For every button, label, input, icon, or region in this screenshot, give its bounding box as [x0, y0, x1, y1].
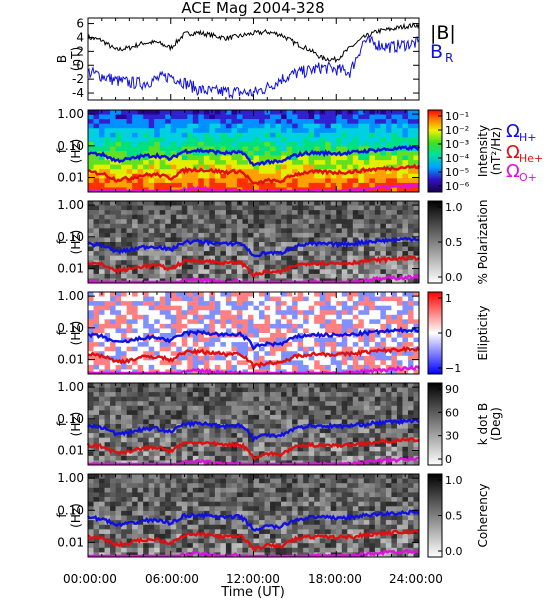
- x-axis-title: Time (UT): [220, 585, 285, 600]
- y-tick-label-b-6: 6: [76, 17, 84, 31]
- y-axis-unit-f-panel-2: (Hz): [69, 230, 83, 255]
- colorbar-tick-label-2-panel-2: 0.0: [445, 271, 463, 284]
- colorbar-tick-label-1-panel-3: 0: [445, 327, 452, 340]
- y-tick-label-f-1-panel-4: 0.10: [57, 412, 84, 426]
- gyrofreq-line-he-plus-panel-5: [87, 528, 420, 553]
- colorbar-tick-label-1-panel-4: 60: [445, 406, 459, 419]
- legend-b-radial: B: [430, 41, 443, 63]
- y-tick-label-b-4: 4: [76, 30, 84, 44]
- legend-ions: Ω H+ Ω He+ Ω O+: [506, 121, 543, 184]
- colorbar-unit-panel-4: (Deg): [489, 407, 503, 441]
- colorbar-tick-label-1-panel-1: 10⁻²: [445, 124, 469, 137]
- y-tick-label-f-1-panel-3: 0.10: [57, 321, 84, 335]
- legend-omega-he-sub: He+: [519, 152, 543, 165]
- series-line-b-magnitude: [87, 22, 420, 64]
- colorbar-label-panel-4: k dot B: [476, 403, 490, 445]
- colorbar-tick-label-2-panel-4: 30: [445, 430, 459, 443]
- x-tick-label-0: 00:00:00: [63, 572, 117, 586]
- x-tick-label-2: 12:00:00: [226, 572, 280, 586]
- y-tick-label-b-2: 2: [76, 44, 84, 58]
- y-tick-label-f-2-panel-4: 0.01: [57, 444, 84, 458]
- colorbar-tick-label-0-panel-2: 1.0: [445, 201, 463, 214]
- colorbar-tick-label-5-panel-1: 10⁻⁶: [445, 180, 470, 193]
- panel-b-field-background: [88, 18, 419, 100]
- legend-b-radial-sub: R: [445, 51, 453, 65]
- colorbar-label-panel-2: % Polarization: [476, 200, 490, 285]
- colorbar-tick-label-2-panel-1: 10⁻³: [445, 138, 469, 151]
- y-tick-label-b--4: -4: [72, 86, 84, 100]
- y-axis-unit-f-panel-4: (Hz): [69, 412, 83, 437]
- x-tick-label-4: 24:00:00: [389, 572, 443, 586]
- y-tick-label-f-0-panel-5: 1.00: [57, 471, 84, 485]
- x-axis-labels: 00:00:00 06:00:00 12:00:00 18:00:00 24:0…: [63, 572, 443, 600]
- panel-3-spectrogram: [88, 292, 420, 375]
- chart-title: ACE Mag 2004-328: [181, 0, 324, 17]
- gyrofreq-line-he-plus-panel-3: [87, 345, 420, 371]
- colorbar-tick-label-1-panel-5: 0.5: [445, 510, 463, 523]
- colorbar-tick-label-3-panel-1: 10⁻⁴: [445, 152, 470, 165]
- y-axis-label-f-panel-2: f: [55, 239, 69, 244]
- legend-omega-he: Ω: [506, 142, 520, 163]
- y-axis-label-f-panel-5: f: [55, 513, 69, 518]
- gyrofreq-line-h-plus-panel-1: [87, 144, 421, 167]
- colorbar-tick-label-0-panel-5: 1.0: [445, 474, 463, 487]
- y-axis-unit-b: (nT): [69, 47, 83, 71]
- gyrofreq-line-he-plus-panel-1: [87, 163, 421, 186]
- legend-omega-h-sub: H+: [519, 131, 537, 144]
- y-tick-label-f-0-panel-4: 1.00: [57, 380, 84, 394]
- y-tick-label-f-2-panel-5: 0.01: [57, 535, 84, 549]
- y-tick-label-f-2-panel-2: 0.01: [57, 262, 84, 276]
- colorbar-tick-label-1-panel-2: 0.5: [445, 236, 463, 249]
- y-tick-label-f-1-panel-2: 0.10: [57, 230, 84, 244]
- y-axis-unit-f-panel-1: (Hz): [69, 139, 83, 164]
- colorbar-tick-label-4-panel-1: 10⁻⁵: [445, 166, 469, 179]
- colorbar-tick-label-0-panel-3: 1: [445, 292, 452, 305]
- colorbar-label-panel-5: Coherency: [476, 483, 490, 547]
- x-tick-label-3: 18:00:00: [308, 572, 362, 586]
- series-line-b-radial: [87, 35, 420, 100]
- gyrofreq-line-he-plus-panel-2: [87, 254, 420, 279]
- x-tick-label-1: 06:00:00: [145, 572, 199, 586]
- y-tick-label-f-0-panel-2: 1.00: [57, 198, 84, 212]
- y-axis-label-f-panel-1: f: [55, 148, 69, 153]
- colorbar-label-panel-1: Intensity: [476, 125, 490, 177]
- y-tick-label-f-1-panel-5: 0.10: [57, 503, 84, 517]
- legend-omega-h: Ω: [506, 121, 520, 142]
- colorbar-tick-label-2-panel-5: 0.0: [445, 545, 463, 558]
- legend-omega-o-sub: O+: [519, 171, 537, 184]
- y-axis-unit-f-panel-5: (Hz): [69, 503, 83, 528]
- legend-b-magnitude: |B|: [430, 22, 456, 44]
- y-tick-label-f-2-panel-3: 0.01: [57, 353, 84, 367]
- y-tick-label-b-0: 0: [76, 58, 84, 72]
- colorbar-tick-label-2-panel-3: −1: [445, 362, 461, 375]
- colorbar-tick-label-0-panel-4: 90: [445, 383, 459, 396]
- colorbar-panel-1: [427, 109, 443, 193]
- legend-omega-o: Ω: [506, 161, 520, 182]
- colorbar-tick-label-0-panel-1: 10⁻¹: [445, 110, 469, 123]
- gyrofreq-line-h-plus-panel-4: [87, 417, 420, 443]
- y-tick-label-f-2-panel-1: 0.01: [57, 171, 84, 185]
- gyrofreq-line-h-plus-panel-3: [87, 326, 420, 351]
- colorbar-label-panel-3: Ellipticity: [476, 306, 490, 361]
- y-tick-label-b--2: -2: [72, 72, 84, 86]
- gyrofreq-line-h-plus-panel-5: [87, 508, 420, 532]
- legend-top: |B| B R: [430, 22, 456, 65]
- colorbar-panel-4: [427, 382, 443, 466]
- colorbar-unit-panel-1: (nT²/Hz): [489, 127, 503, 175]
- y-tick-label-f-1-panel-1: 0.10: [57, 139, 84, 153]
- y-tick-label-f-0-panel-1: 1.00: [57, 107, 84, 121]
- y-axis-label-f-panel-3: f: [55, 330, 69, 335]
- y-axis-unit-f-panel-3: (Hz): [69, 321, 83, 346]
- y-tick-label-f-0-panel-3: 1.00: [57, 289, 84, 303]
- y-axis-label-b: B: [55, 55, 69, 63]
- colorbar-tick-label-3-panel-4: 0: [445, 453, 452, 466]
- gyrofreq-line-h-plus-panel-2: [87, 236, 420, 258]
- y-axis-label-f-panel-4: f: [55, 421, 69, 426]
